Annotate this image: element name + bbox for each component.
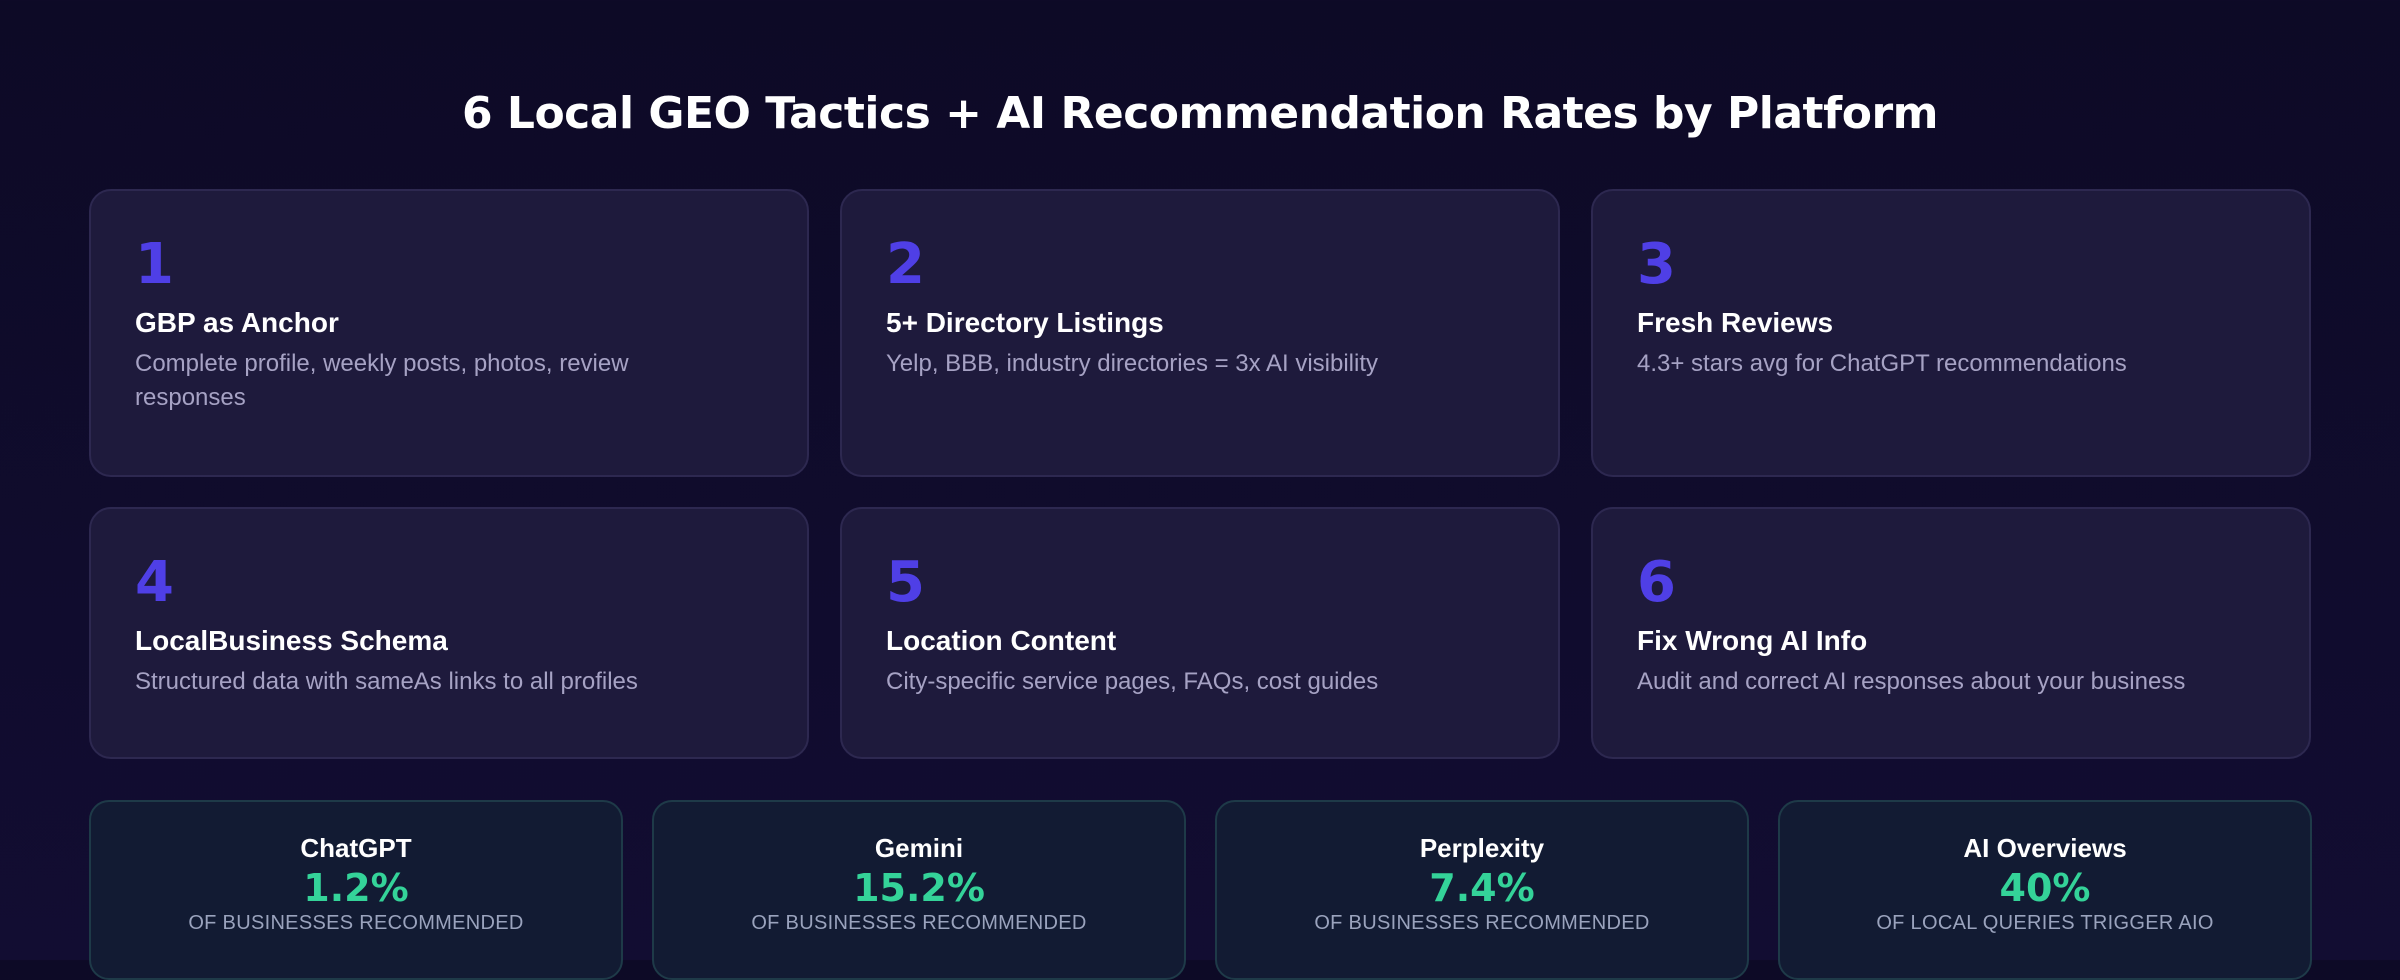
tactic-number: 3 [1637, 232, 1676, 297]
platform-rate-label: OF LOCAL QUERIES TRIGGER AIO [1876, 912, 2214, 934]
tactic-description: City-specific service pages, FAQs, cost … [886, 668, 1379, 695]
stat-card-perplexity: Perplexity 7.4% OF BUSINESSES RECOMMENDE… [1215, 800, 1749, 980]
platform-name: Perplexity [1419, 833, 1545, 863]
platform-stats: ChatGPT 1.2% OF BUSINESSES RECOMMENDED G… [89, 800, 2312, 980]
platform-name: AI Overviews [1963, 833, 2127, 863]
platform-name: Gemini [874, 833, 964, 863]
platform-rate-label: OF BUSINESSES RECOMMENDED [1314, 912, 1650, 934]
tactic-card-2: 2 5+ Directory Listings Yelp, BBB, indus… [840, 189, 1560, 477]
page-title: 6 Local GEO Tactics + AI Recommendation … [461, 88, 1939, 139]
platform-rate: 15.2% [853, 866, 985, 910]
tactic-title: GBP as Anchor [135, 307, 339, 338]
platform-rate: 7.4% [1429, 866, 1535, 910]
tactic-title: 5+ Directory Listings [886, 307, 1164, 338]
tactics-grid: 1 GBP as Anchor Complete profile, weekly… [89, 189, 2311, 759]
platform-rate: 1.2% [303, 866, 409, 910]
tactic-description: Complete profile, weekly posts, photos, … [135, 350, 629, 411]
tactic-description: Audit and correct AI responses about you… [1637, 668, 2186, 695]
tactic-description: 4.3+ stars avg for ChatGPT recommendatio… [1637, 350, 2127, 377]
stat-card-gemini: Gemini 15.2% OF BUSINESSES RECOMMENDED [652, 800, 1186, 980]
tactic-card-3: 3 Fresh Reviews 4.3+ stars avg for ChatG… [1591, 189, 2311, 477]
tactic-title: LocalBusiness Schema [135, 625, 448, 656]
platform-rate: 40% [1999, 866, 2091, 910]
platform-rate-label: OF BUSINESSES RECOMMENDED [751, 912, 1087, 934]
stat-card-ai-overviews: AI Overviews 40% OF LOCAL QUERIES TRIGGE… [1778, 800, 2312, 980]
tactic-description: Structured data with sameAs links to all… [135, 668, 638, 695]
tactic-number: 4 [135, 550, 174, 615]
platform-name: ChatGPT [300, 833, 412, 863]
tactic-card-6: 6 Fix Wrong AI Info Audit and correct AI… [1591, 507, 2311, 759]
tactic-card-4: 4 LocalBusiness Schema Structured data w… [89, 507, 809, 759]
tactic-number: 5 [886, 550, 925, 615]
tactic-number: 6 [1637, 550, 1676, 615]
tactic-number: 1 [135, 232, 174, 297]
tactic-title: Fix Wrong AI Info [1637, 625, 1868, 656]
tactic-number: 2 [886, 232, 925, 297]
tactic-description: Yelp, BBB, industry directories = 3x AI … [886, 350, 1378, 377]
tactic-card-5: 5 Location Content City-specific service… [840, 507, 1560, 759]
tactic-title: Location Content [886, 625, 1117, 656]
tactic-title: Fresh Reviews [1637, 307, 1834, 338]
tactic-card-1: 1 GBP as Anchor Complete profile, weekly… [89, 189, 809, 477]
stat-card-chatgpt: ChatGPT 1.2% OF BUSINESSES RECOMMENDED [89, 800, 623, 980]
platform-rate-label: OF BUSINESSES RECOMMENDED [188, 912, 524, 934]
